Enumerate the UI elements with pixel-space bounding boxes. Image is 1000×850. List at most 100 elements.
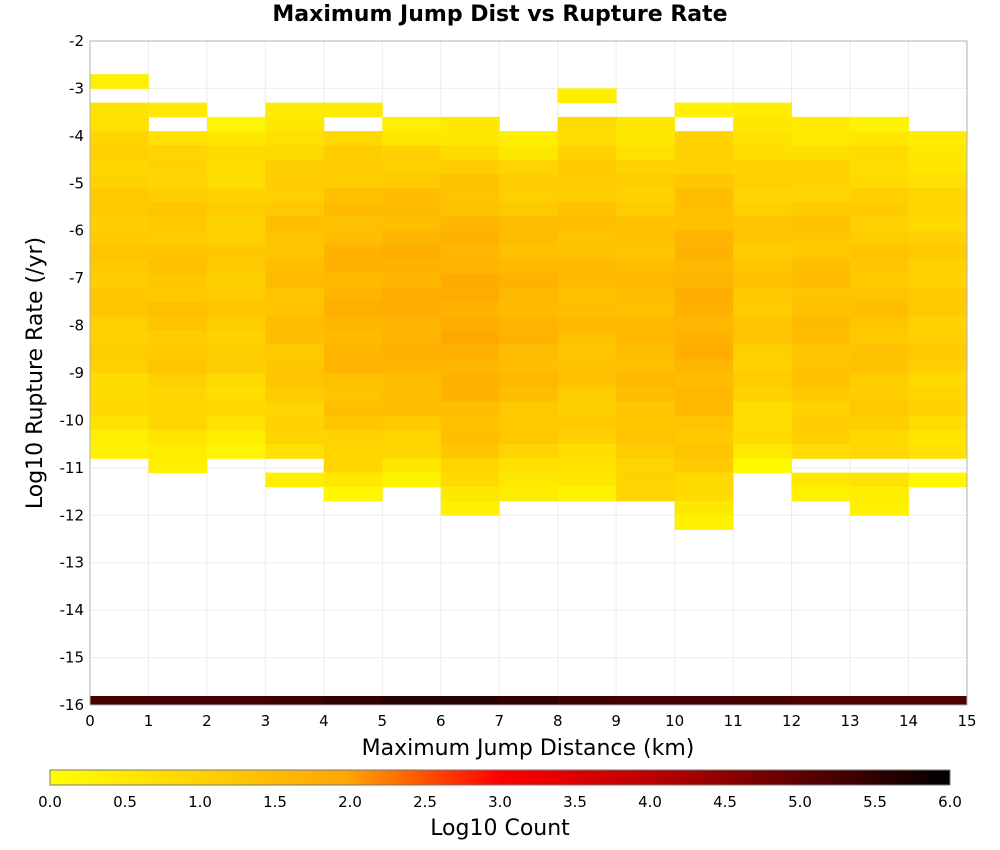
heatmap-cell xyxy=(908,188,968,203)
heatmap-cell xyxy=(206,316,266,331)
heatmap-cell xyxy=(382,188,442,203)
heatmap-cell xyxy=(850,486,909,502)
heatmap-cell xyxy=(265,373,325,388)
heatmap-cell xyxy=(265,301,325,317)
heatmap-cell xyxy=(382,202,442,217)
heatmap-cell xyxy=(733,145,792,160)
heatmap-cell xyxy=(148,273,208,289)
heatmap-cell xyxy=(382,458,442,473)
heatmap-cell xyxy=(499,202,559,217)
x-tick-label: 12 xyxy=(782,712,801,730)
heatmap-cell xyxy=(440,358,500,374)
heatmap-cell xyxy=(557,387,617,402)
heatmap-cell xyxy=(850,696,909,705)
heatmap-cell xyxy=(733,387,792,402)
heatmap-cell xyxy=(557,358,617,374)
heatmap-cell xyxy=(440,116,500,132)
heatmap-cell xyxy=(908,358,968,374)
heatmap-cell xyxy=(791,401,851,417)
heatmap-cell xyxy=(674,358,734,374)
heatmap-cell xyxy=(265,145,325,160)
heatmap-cell xyxy=(616,259,676,274)
heatmap-cell xyxy=(791,373,851,388)
heatmap-cell xyxy=(674,202,734,217)
heatmap-cell xyxy=(616,458,676,473)
heatmap-cell xyxy=(206,259,266,274)
heatmap-cell xyxy=(265,230,325,246)
heatmap-cell xyxy=(908,273,968,289)
heatmap-cell xyxy=(265,216,325,232)
heatmap-cell xyxy=(382,145,442,160)
heatmap-cell xyxy=(206,415,266,431)
heatmap-cell xyxy=(616,145,676,160)
heatmap-cell xyxy=(557,116,617,132)
heatmap-cell xyxy=(733,287,792,303)
heatmap-cell xyxy=(382,173,442,189)
heatmap-cell xyxy=(674,401,734,417)
heatmap-cell xyxy=(557,316,617,331)
heatmap-cell xyxy=(499,301,559,317)
heatmap-cell xyxy=(499,287,559,303)
heatmap-cell xyxy=(908,387,968,402)
heatmap-cell xyxy=(323,358,383,374)
heatmap-cell xyxy=(850,173,909,189)
heatmap-cell xyxy=(323,131,383,146)
heatmap-cell xyxy=(499,244,559,260)
heatmap-cell xyxy=(440,373,500,388)
heatmap-cell xyxy=(90,429,149,445)
heatmap-cell xyxy=(206,301,266,317)
colorbar-tick-label: 2.5 xyxy=(413,793,437,811)
heatmap-cell xyxy=(908,444,968,459)
heatmap-cell xyxy=(908,159,968,175)
heatmap-cell xyxy=(148,188,208,203)
heatmap-cell xyxy=(265,173,325,189)
heatmap-cell xyxy=(90,230,149,246)
heatmap-cell xyxy=(791,159,851,175)
heatmap-cell xyxy=(148,173,208,189)
heatmap-cell xyxy=(557,301,617,317)
heatmap-cell xyxy=(557,244,617,260)
heatmap-cell xyxy=(557,429,617,445)
heatmap-cell xyxy=(440,472,500,488)
heatmap-cell xyxy=(616,444,676,459)
heatmap-cell xyxy=(323,259,383,274)
heatmap-cell xyxy=(674,344,734,360)
x-tick-labels: 0 1 2 3 4 5 6 7 8 9 10 11 12 13 14 15 xyxy=(85,712,976,730)
heatmap-cell xyxy=(850,373,909,388)
heatmap-cell xyxy=(206,188,266,203)
heatmap-cell xyxy=(791,273,851,289)
heatmap-cell xyxy=(557,344,617,360)
heatmap-cell xyxy=(440,316,500,331)
heatmap-cell xyxy=(206,330,266,345)
heatmap-cell xyxy=(908,415,968,431)
heatmap-cell xyxy=(440,244,500,260)
heatmap-cell xyxy=(323,415,383,431)
heatmap-cell xyxy=(733,330,792,345)
heatmap-cell xyxy=(791,216,851,232)
colorbar-tick-label: 6.0 xyxy=(938,793,962,811)
heatmap-cell xyxy=(265,330,325,345)
heatmap-cell xyxy=(733,415,792,431)
heatmap-cell xyxy=(616,202,676,217)
heatmap-cell xyxy=(674,188,734,203)
heatmap-cell xyxy=(674,316,734,331)
heatmap-cell xyxy=(499,696,559,705)
heatmap-cell xyxy=(733,301,792,317)
heatmap-cell xyxy=(148,429,208,445)
heatmap-cell xyxy=(908,401,968,417)
heatmap-cell xyxy=(265,358,325,374)
heatmap-cell xyxy=(674,216,734,232)
heatmap-cell xyxy=(850,316,909,331)
heatmap-cell xyxy=(440,330,500,345)
heatmap-cell xyxy=(382,216,442,232)
heatmap-cell xyxy=(791,344,851,360)
heatmap-cell xyxy=(674,230,734,246)
heatmap-cell xyxy=(908,330,968,345)
colorbar xyxy=(49,769,951,786)
heatmap-cell xyxy=(674,301,734,317)
colorbar-tick-label: 1.5 xyxy=(263,793,287,811)
heatmap-cell xyxy=(323,188,383,203)
heatmap-cell xyxy=(440,458,500,473)
heatmap-cell xyxy=(206,230,266,246)
heatmap-cell xyxy=(90,444,149,459)
